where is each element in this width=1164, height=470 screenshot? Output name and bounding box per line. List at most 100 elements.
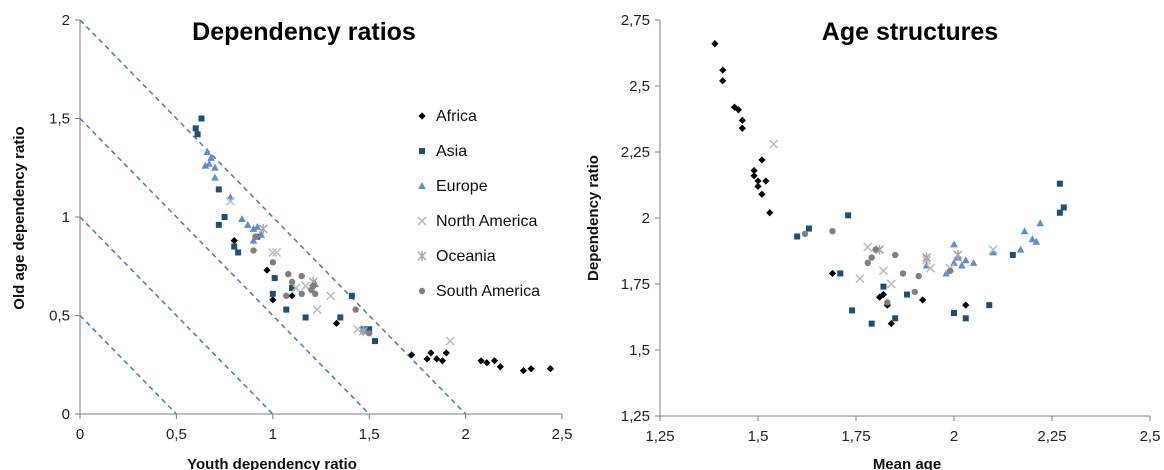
data-point xyxy=(875,293,884,301)
data-point xyxy=(754,182,762,190)
series-asia xyxy=(794,180,1067,327)
series-europe xyxy=(922,219,1045,277)
data-point xyxy=(371,338,378,345)
data-point xyxy=(719,77,727,85)
x-tick-label: 2 xyxy=(950,428,958,445)
data-point xyxy=(249,224,258,232)
series-south-america xyxy=(801,228,954,306)
data-point xyxy=(283,292,290,299)
data-point xyxy=(872,246,879,253)
data-point xyxy=(951,310,957,317)
data-point xyxy=(194,131,201,138)
data-point xyxy=(919,296,927,304)
legend-label: North America xyxy=(436,213,537,230)
reference-lines xyxy=(79,19,467,415)
data-point xyxy=(198,115,205,122)
data-point xyxy=(805,225,812,232)
y-tick-label: 1 xyxy=(62,209,70,226)
data-point xyxy=(353,324,363,334)
legend-marker xyxy=(419,148,425,154)
data-point xyxy=(969,258,978,266)
data-point xyxy=(849,307,856,314)
legend-label: Oceania xyxy=(436,248,496,265)
data-point xyxy=(215,221,222,228)
data-point xyxy=(283,306,290,313)
data-point xyxy=(285,270,292,278)
data-point xyxy=(1028,235,1037,243)
legend: Africa Asia Europe North America Oceania Sout… xyxy=(417,108,540,300)
series-europe xyxy=(201,147,370,335)
data-point xyxy=(754,177,762,185)
data-point xyxy=(911,288,918,296)
data-point xyxy=(238,214,246,222)
data-point xyxy=(953,249,963,260)
y-tick-label: 1,5 xyxy=(49,111,70,128)
data-point xyxy=(766,209,774,217)
data-point xyxy=(794,233,801,240)
data-point xyxy=(864,259,871,267)
data-point xyxy=(801,230,809,238)
data-point xyxy=(215,186,222,193)
data-point xyxy=(986,302,993,309)
data-point xyxy=(442,349,450,357)
data-point xyxy=(769,139,779,149)
data-point xyxy=(302,314,309,321)
series-north-america xyxy=(225,196,455,346)
reference-line xyxy=(79,117,370,415)
y-tick-label: 1,5 xyxy=(629,342,650,359)
data-point xyxy=(192,125,199,132)
data-point xyxy=(962,301,970,309)
data-point xyxy=(312,290,319,298)
data-point xyxy=(288,278,296,286)
data-point xyxy=(922,252,932,263)
data-point xyxy=(950,240,958,248)
data-point xyxy=(211,163,219,171)
data-point xyxy=(1016,245,1025,253)
data-point xyxy=(298,290,305,298)
data-point xyxy=(750,172,758,180)
dependency-ratios-chart: Dependency ratios 0 0,5 1 1,5 2 2,500,511,52 … xyxy=(11,12,572,470)
y-axis-title: Dependency ratio xyxy=(585,155,602,281)
legend-label: Europe xyxy=(436,178,488,195)
x-axis-title: Mean age xyxy=(873,456,941,470)
data-point xyxy=(225,196,235,206)
data-point xyxy=(289,284,296,291)
data-point xyxy=(312,305,322,315)
x-tick-label: 1 xyxy=(269,426,277,443)
y-axis-title: Old age dependency ratio xyxy=(11,126,28,309)
data-point xyxy=(892,315,899,322)
data-point xyxy=(269,259,276,266)
data-point xyxy=(925,263,936,273)
data-point xyxy=(546,365,555,373)
data-point xyxy=(962,315,969,322)
data-point xyxy=(1056,209,1063,216)
data-point xyxy=(903,291,910,298)
chart-title: Age structures xyxy=(822,18,998,46)
y-tick-label: 0 xyxy=(62,406,70,423)
data-points xyxy=(711,40,1067,328)
data-point xyxy=(961,256,970,264)
legend-label: Africa xyxy=(436,108,477,125)
data-point xyxy=(863,242,873,252)
series-asia xyxy=(192,115,378,345)
data-point xyxy=(527,365,535,373)
data-point xyxy=(366,326,373,333)
data-point xyxy=(205,159,213,167)
data-point xyxy=(291,283,301,293)
series-oceania xyxy=(874,244,963,263)
data-point xyxy=(762,177,770,185)
y-tick-label: 1,75 xyxy=(621,276,650,293)
legend-item-europe: Europe xyxy=(418,178,488,195)
data-point xyxy=(845,212,852,219)
data-point xyxy=(269,290,276,297)
y-tick-label: 2 xyxy=(642,210,650,227)
data-point xyxy=(950,258,958,266)
data-point xyxy=(326,291,336,301)
data-point xyxy=(915,272,922,280)
legend-label: South America xyxy=(436,283,540,300)
data-point xyxy=(946,267,954,274)
data-point xyxy=(738,116,746,124)
data-point xyxy=(1020,227,1029,235)
reference-line xyxy=(79,314,177,415)
data-point xyxy=(337,314,344,321)
